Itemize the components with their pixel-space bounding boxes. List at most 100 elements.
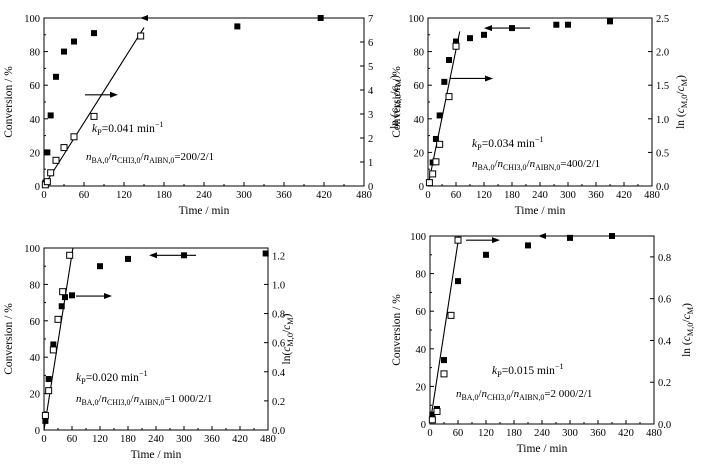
ln-ratio-point bbox=[428, 416, 436, 424]
ln-ratio-point bbox=[425, 179, 433, 187]
conversion-point bbox=[47, 112, 54, 119]
x-tick-label: 120 bbox=[116, 190, 132, 201]
y-tick-label: 0 bbox=[419, 182, 424, 193]
ln-ratio-point bbox=[43, 178, 51, 186]
y2-tick-label: 6 bbox=[368, 38, 373, 49]
ln-ratio-point bbox=[70, 133, 78, 141]
arrow-right-head bbox=[110, 91, 118, 98]
conversion-point bbox=[609, 233, 615, 239]
x-axis-title: Time / min bbox=[179, 205, 230, 217]
y2-tick-label: 1 bbox=[368, 158, 373, 169]
arrow-right-head bbox=[485, 75, 493, 82]
y2-tick-label: 0.0 bbox=[658, 420, 671, 431]
y-tick-label: 100 bbox=[24, 244, 40, 255]
x-tick-label: 300 bbox=[176, 434, 192, 445]
x-tick-label: 60 bbox=[79, 190, 90, 201]
ln-ratio-point bbox=[45, 387, 53, 395]
x-tick-label: 180 bbox=[120, 434, 136, 445]
x-tick-label: 300 bbox=[236, 190, 252, 201]
y-tick-label: 0 bbox=[35, 182, 40, 193]
x-tick-label: 420 bbox=[316, 190, 332, 201]
x-tick-label: 360 bbox=[204, 434, 220, 445]
x-tick-label: 240 bbox=[534, 428, 550, 439]
conversion-point bbox=[53, 73, 59, 80]
x-axis-title: Time / min bbox=[131, 449, 182, 461]
y2-tick-label: 4 bbox=[368, 86, 374, 97]
x-tick-label: 480 bbox=[356, 190, 372, 201]
ln-ratio-point bbox=[47, 169, 55, 177]
ln-ratio-point bbox=[137, 32, 145, 40]
fit-line bbox=[43, 247, 74, 431]
conversion-point bbox=[432, 135, 439, 142]
ln-ratio-point bbox=[440, 370, 448, 378]
arrow-right-head bbox=[104, 293, 112, 300]
x-tick-label: 120 bbox=[476, 190, 492, 201]
ratio-annotation: nBA,0/nCHI3,0/nAIBN,0=2 000/2/1 bbox=[456, 388, 592, 402]
y-tick-label: 80 bbox=[416, 270, 427, 281]
y-tick-label: 60 bbox=[30, 317, 41, 328]
y-tick-label: 60 bbox=[30, 81, 41, 92]
y-tick-label: 100 bbox=[408, 14, 424, 25]
ln-ratio-point bbox=[90, 112, 98, 120]
ratio-annotation: nBA,0/nCHI3,0/nAIBN,0=1 000/2/1 bbox=[76, 393, 212, 407]
y-tick-label: 20 bbox=[416, 382, 427, 393]
arrow-right-head bbox=[492, 237, 500, 244]
ln-ratio-point bbox=[447, 311, 455, 319]
conversion-point bbox=[61, 48, 67, 55]
y2-tick-label: 0 bbox=[368, 182, 373, 193]
y-tick-label: 20 bbox=[414, 148, 425, 159]
ln-ratio-point bbox=[432, 158, 440, 166]
chart-panel-3: 0 60 120 180 240 300 360 420 480 0 20 40 60 80 100 0.0 0… bbox=[3, 244, 295, 461]
x-tick-label: 180 bbox=[156, 190, 172, 201]
y2-tick-label: 0.6 bbox=[658, 295, 671, 306]
chart-panel-2: 0 60 120 180 240 300 360 420 480 0 20 40 60 80 100 0.0 0… bbox=[391, 14, 689, 217]
x-axis-title: Time / min bbox=[515, 205, 566, 217]
y2-axis-title-group: ln (cM,0/cM) bbox=[389, 75, 403, 129]
y2-tick-label: 0.8 bbox=[272, 310, 285, 321]
x-tick-label: 180 bbox=[504, 190, 520, 201]
y-tick-label: 20 bbox=[30, 390, 41, 401]
y2-tick-label: 0.8 bbox=[658, 253, 671, 264]
conversion-point bbox=[565, 21, 571, 28]
plot-frame bbox=[427, 17, 653, 187]
kp-annotation: kP=0.020 min−1 bbox=[76, 369, 148, 386]
ln-ratio-point bbox=[452, 42, 460, 50]
conversion-point bbox=[607, 18, 613, 25]
y-tick-label: 40 bbox=[30, 115, 41, 126]
y2-tick-label: 0.4 bbox=[658, 336, 672, 347]
conversion-point bbox=[317, 15, 324, 21]
x-tick-label: 0 bbox=[41, 434, 46, 445]
y-tick-label: 0 bbox=[421, 420, 426, 431]
x-tick-label: 420 bbox=[232, 434, 248, 445]
conversion-point bbox=[44, 149, 51, 156]
conversion-point bbox=[436, 112, 443, 119]
y2-tick-label: 0.4 bbox=[272, 368, 286, 379]
ln-ratio-point bbox=[445, 93, 453, 101]
conversion-point bbox=[553, 21, 560, 28]
x-tick-label: 60 bbox=[451, 190, 462, 201]
y2-axis-title: ln (cM,0/cM) bbox=[681, 303, 695, 357]
ln-ratio-point bbox=[54, 315, 62, 323]
y2-tick-label: 0.2 bbox=[658, 378, 671, 389]
conversion-point bbox=[62, 294, 68, 301]
ln-ratio-point bbox=[429, 170, 437, 178]
kp-annotation: kP=0.041 min−1 bbox=[92, 120, 164, 137]
y2-tick-label: 1.2 bbox=[272, 251, 285, 262]
x-tick-label: 0 bbox=[41, 190, 46, 201]
y-tick-label: 80 bbox=[30, 280, 41, 291]
fit-line bbox=[429, 235, 460, 425]
y2-axis-title: ln(cM,0/cM) bbox=[281, 313, 295, 364]
x-tick-label: 180 bbox=[506, 428, 522, 439]
x-tick-label: 360 bbox=[588, 190, 604, 201]
conversion-point bbox=[58, 303, 65, 310]
y2-tick-label: 1.0 bbox=[272, 280, 285, 291]
x-tick-label: 120 bbox=[478, 428, 494, 439]
ratio-annotation: nBA,0/nCHI3,0/nAIBN,0=400/2/1 bbox=[472, 158, 600, 172]
y-tick-label: 40 bbox=[416, 345, 427, 356]
x-tick-label: 420 bbox=[616, 190, 632, 201]
conversion-point bbox=[262, 250, 269, 257]
conversion-point bbox=[481, 31, 487, 38]
x-tick-label: 240 bbox=[532, 190, 548, 201]
arrow-left-head bbox=[149, 252, 157, 259]
